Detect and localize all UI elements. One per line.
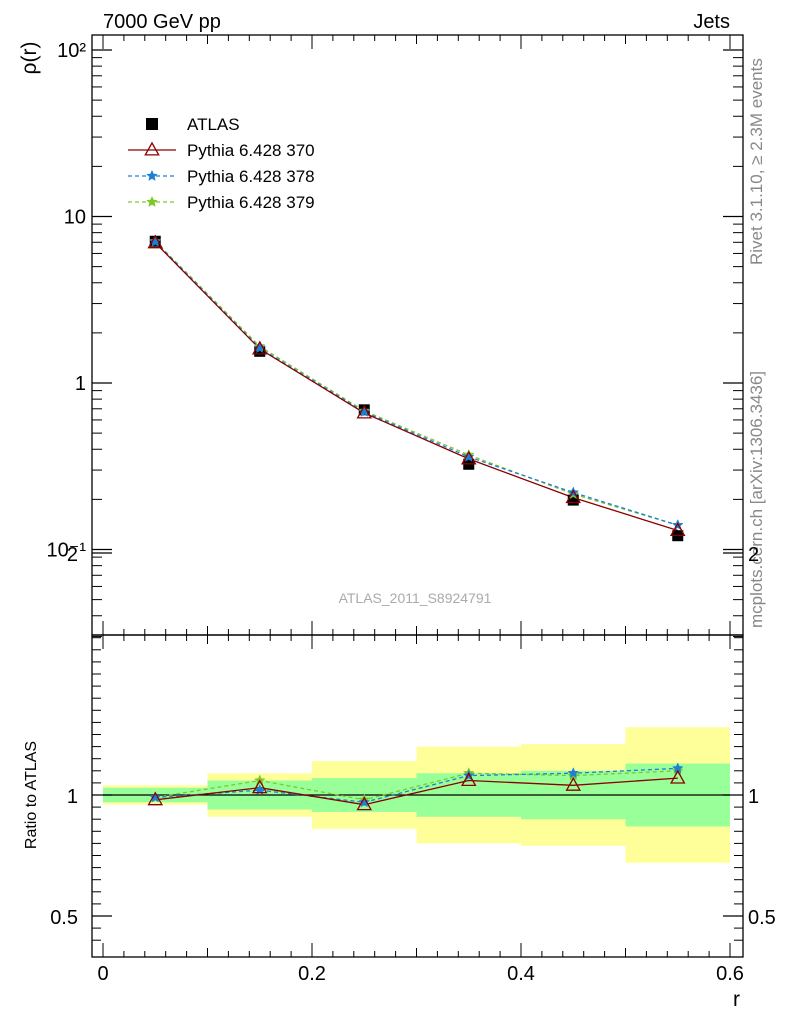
ratio-series-point: [147, 791, 164, 806]
main-y-tick-label: 10²: [57, 40, 86, 62]
main-data-point: [567, 494, 579, 506]
ratio-series-point: [149, 791, 162, 803]
ratio-y-tick-label: 2: [748, 544, 759, 566]
main-series-point: [358, 405, 371, 417]
main-y-tick-label: 10⁻¹: [47, 540, 87, 562]
ratio-y-tick-label: 1: [67, 786, 78, 808]
side-rivet-label: Rivet 3.1.10, ≥ 2.3M events: [747, 58, 766, 265]
ratio-frame: [91, 634, 744, 958]
ratio-series-point: [460, 772, 477, 787]
main-panel: 10⁻¹ 1 10 10² ATLAS_2011_S8924791 ρ(r): [18, 34, 744, 638]
ratio-y-axis-label: Ratio to ATLAS: [23, 741, 40, 849]
ratio-series-point: [669, 769, 686, 784]
main-series-point: [460, 450, 477, 465]
header-right-label: Jets: [693, 11, 730, 33]
ratio-y-tick-label: 0.5: [748, 907, 776, 929]
ratio-y-tick-label: 0.5: [50, 907, 78, 929]
legend-marker: [146, 195, 158, 207]
ratio-y-tick-label: 2: [67, 544, 78, 566]
legend: ATLAS Pythia 6.428 370 Pythia 6.428 378 Pyt…: [128, 115, 315, 212]
main-data-point: [254, 345, 266, 357]
main-series-line: [154, 242, 678, 532]
main-series-point: [565, 489, 582, 504]
x-axis-label: r: [733, 988, 740, 1011]
legend-label: Pythia 6.428 370: [187, 141, 315, 160]
main-series-line: [154, 240, 678, 526]
ratio-axes: 0.5 0.5 1 1 2 2 0 0.2 0.4 0.6: [50, 544, 776, 985]
main-series-line: [154, 241, 678, 526]
analysis-watermark: ATLAS_2011_S8924791: [339, 590, 492, 606]
main-marks: [147, 234, 686, 542]
legend-marker: [144, 141, 160, 156]
ratio-y-tick-label: 1: [748, 786, 759, 808]
ratio-series-point: [251, 779, 268, 794]
side-mcplots-label: mcplots.cern.ch [arXiv:1306.3436]: [747, 371, 766, 628]
main-series-point: [147, 234, 164, 249]
x-tick-label: 0: [97, 963, 108, 985]
main-series-point: [669, 522, 686, 537]
main-series-point: [356, 404, 373, 419]
main-series-point: [251, 340, 268, 355]
main-axes: 10⁻¹ 1 10 10²: [47, 35, 743, 638]
main-y-tick-label: 1: [75, 373, 86, 395]
main-y-tick-label: 10: [64, 207, 86, 229]
legend-marker: [146, 118, 158, 130]
ratio-series-point: [358, 796, 371, 808]
main-y-axis-label: ρ(r): [18, 42, 41, 75]
legend-label: Pythia 6.428 378: [187, 167, 315, 186]
ratio-panel: 0.5 0.5 1 1 2 2 0 0.2 0.4 0.6 Ratio to ATLAS r: [23, 544, 776, 1011]
main-series-point: [462, 450, 475, 462]
ratio-series-point: [356, 796, 373, 811]
main-series-point: [253, 341, 266, 354]
header-left-label: 7000 GeV pp: [103, 11, 221, 33]
ratio-series-line: [155, 767, 678, 803]
x-tick-label: 0.4: [507, 963, 535, 985]
legend-label: Pythia 6.428 379: [187, 193, 315, 212]
ratio-series-point: [567, 767, 580, 779]
legend-marker: [146, 169, 158, 181]
ratio-series-line: [155, 770, 678, 801]
ratio-series-point: [565, 776, 582, 791]
main-series-point: [149, 235, 162, 247]
x-tick-label: 0.2: [298, 963, 326, 985]
x-tick-label: 0.6: [716, 963, 744, 985]
legend-label: ATLAS: [187, 115, 240, 134]
ratio-marks: [103, 762, 730, 811]
ratio-series-line: [155, 777, 678, 806]
